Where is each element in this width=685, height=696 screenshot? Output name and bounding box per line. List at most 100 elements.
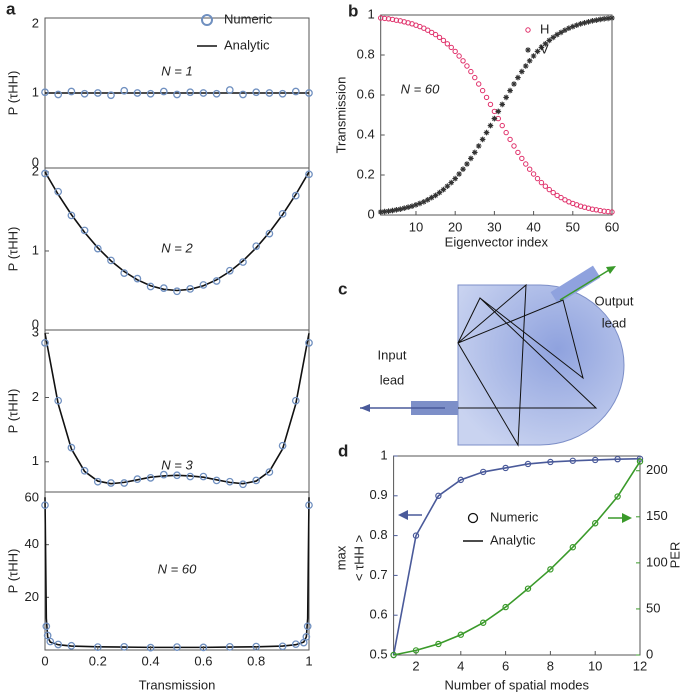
data-point <box>593 17 600 23</box>
data-point <box>554 31 560 38</box>
data-point <box>444 183 451 189</box>
data-point <box>503 94 509 101</box>
y-tick-label: 0.6 <box>357 86 375 101</box>
numeric-point <box>46 637 55 646</box>
x-tick-label: 10 <box>409 219 423 234</box>
numeric-point <box>199 89 208 97</box>
numeric-point <box>291 87 300 96</box>
output-arrow <box>559 266 615 301</box>
data-point <box>413 202 419 208</box>
data-point <box>471 149 478 156</box>
numeric-point <box>239 90 247 99</box>
data-point <box>538 179 545 186</box>
data-point <box>499 101 506 108</box>
y2-tick-label: 150 <box>646 508 668 523</box>
legend-marker <box>201 14 213 26</box>
y-tick-label: 0.8 <box>357 46 375 61</box>
numeric-point <box>133 89 142 97</box>
numeric-point <box>67 641 76 650</box>
numeric-point <box>614 493 621 500</box>
data-point <box>507 87 513 94</box>
numeric-point <box>592 520 599 527</box>
numeric-point <box>225 477 234 486</box>
input-label: Input <box>378 347 407 362</box>
numeric-point <box>265 89 274 97</box>
numeric-point <box>524 585 532 592</box>
data-point <box>566 25 572 31</box>
panel-letter: d <box>338 441 348 460</box>
data-point <box>475 143 482 149</box>
numeric-point <box>93 89 102 97</box>
data-point <box>436 34 443 41</box>
numeric-point <box>159 470 168 479</box>
numeric-point <box>547 458 554 466</box>
numeric-point <box>265 229 274 238</box>
numeric-point <box>133 274 142 283</box>
arrow-head <box>360 404 370 412</box>
data-point <box>385 208 392 214</box>
data-point <box>609 15 615 21</box>
numeric-point <box>67 211 76 220</box>
data-point <box>495 108 502 115</box>
data-point <box>421 199 427 205</box>
data-point <box>519 68 525 75</box>
x-tick-label: 8 <box>547 658 554 673</box>
data-point <box>483 129 490 136</box>
input-label: lead <box>380 372 405 387</box>
data-point <box>542 41 549 47</box>
y-axis-label: P (τHH) <box>5 71 20 116</box>
numeric-point <box>146 282 155 291</box>
data-point <box>515 74 521 81</box>
y2-tick-label: 0 <box>646 646 653 661</box>
numeric-point <box>107 256 115 265</box>
data-point <box>464 63 470 69</box>
data-point <box>487 122 494 129</box>
data-point <box>440 186 447 193</box>
numeric-point <box>636 458 644 465</box>
y-axis-label: P (τHH) <box>5 227 20 272</box>
data-point <box>523 161 529 167</box>
numeric-point <box>291 396 300 405</box>
data-point <box>511 143 517 149</box>
annotation: N = 1 <box>161 63 192 78</box>
data-point <box>483 94 490 101</box>
y-tick-label: 2 <box>32 15 39 30</box>
analytic-line <box>393 461 641 656</box>
numeric-point <box>120 269 129 277</box>
data-point <box>550 34 556 41</box>
legend-label: Analytic <box>224 37 270 52</box>
x-tick-label: 1 <box>305 653 312 668</box>
legend-label: H <box>540 21 549 36</box>
arrow-head <box>622 513 632 523</box>
data-point <box>468 155 474 162</box>
data-point <box>428 29 435 36</box>
y2-tick-label: 100 <box>646 554 668 569</box>
data-point <box>569 23 576 30</box>
numeric-point <box>569 457 577 464</box>
data-point <box>452 48 458 55</box>
numeric-point <box>80 466 89 475</box>
data-point <box>546 186 552 193</box>
numeric-point <box>41 339 49 347</box>
numeric-point <box>43 631 52 640</box>
x-tick-label: 0 <box>41 653 48 668</box>
y-tick-label: 40 <box>25 536 39 551</box>
data-point <box>456 53 462 59</box>
numeric-point <box>42 622 51 631</box>
data-point <box>605 15 611 22</box>
numeric-point <box>54 396 63 405</box>
data-point <box>573 22 580 28</box>
numeric-point <box>636 455 644 462</box>
x-tick-label: 30 <box>487 219 501 234</box>
y-tick-label: 20 <box>25 589 39 604</box>
data-point <box>526 166 533 172</box>
y2-tick-label: 200 <box>646 462 668 477</box>
plot-frame <box>380 14 613 216</box>
numeric-point <box>54 90 63 99</box>
numeric-point <box>212 89 221 98</box>
data-point <box>460 166 466 172</box>
data-point <box>397 206 404 212</box>
x-tick-label: 20 <box>448 219 462 234</box>
data-point <box>405 204 411 210</box>
